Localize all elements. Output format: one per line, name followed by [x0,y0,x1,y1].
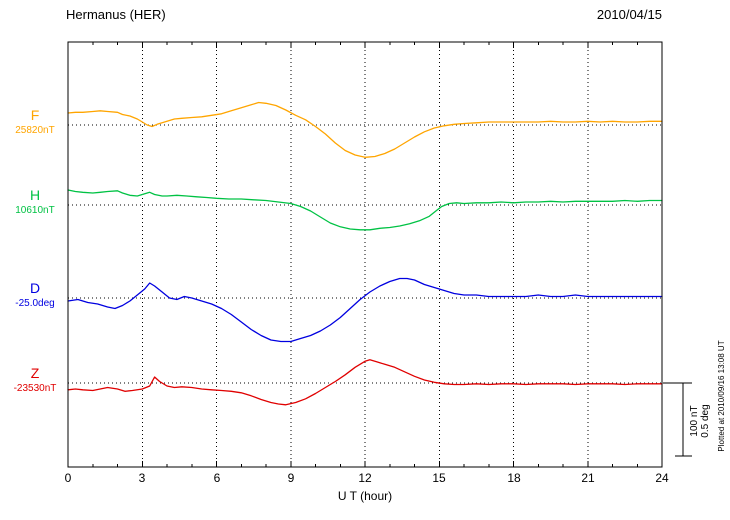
x-tick-6: 6 [213,471,221,485]
scale-label-nt: 100 nT [689,405,700,437]
x-tick-21: 21 [581,471,595,485]
x-tick-0: 0 [64,471,72,485]
x-tick-3: 3 [138,471,146,485]
scale-label-deg: 0.5 deg [700,404,711,438]
date-label: 2010/04/15 [596,7,662,22]
x-tick-24: 24 [655,471,669,485]
trace-H [67,189,663,231]
series-label-H: H 10610nT [6,187,64,216]
series-baseline-value-D: -25.0deg [15,298,55,309]
plotted-at-note: Plotted at 2010/09/16 13:08 UT [717,340,726,452]
x-tick-9: 9 [287,471,295,485]
trace-D [67,277,663,343]
x-axis-title: U T (hour) [337,489,393,503]
x-tick-12: 12 [358,471,372,485]
series-letter-Z: Z [30,365,40,381]
series-label-Z: Z -23530nT [6,365,64,394]
x-tick-18: 18 [507,471,521,485]
series-letter-F: F [30,107,40,123]
series-letter-H: H [29,187,41,203]
series-baseline-value-Z: -23530nT [13,383,57,394]
series-baseline-value-H: 10610nT [15,205,55,216]
series-label-F: F 25820nT [6,107,64,136]
x-tick-15: 15 [432,471,446,485]
series-label-D: D -25.0deg [6,280,64,309]
series-baseline-value-F: 25820nT [15,125,55,136]
trace-Z [67,359,663,406]
trace-F [67,101,663,158]
series-letter-D: D [29,280,41,296]
plot-border [67,41,663,468]
scale-bar-labels: 100 nT 0.5 deg [689,397,711,445]
page-title: Hermanus (HER) [66,7,166,22]
